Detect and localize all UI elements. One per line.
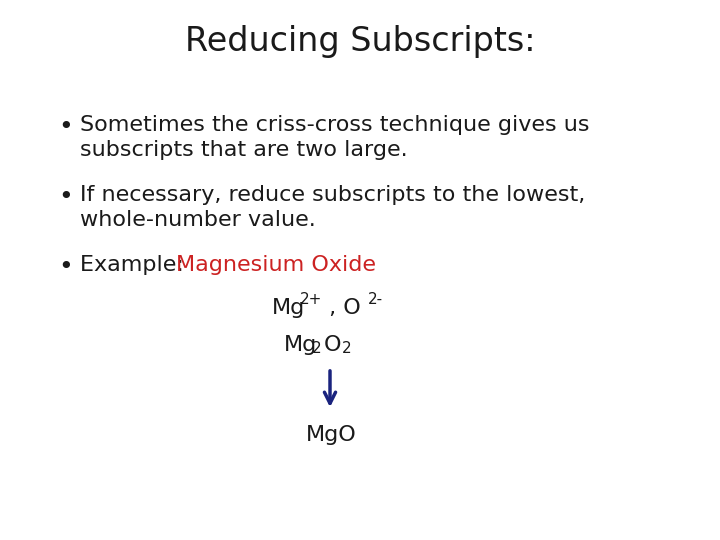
Text: whole-number value.: whole-number value. [80, 210, 316, 230]
Text: subscripts that are two large.: subscripts that are two large. [80, 140, 408, 160]
Text: Reducing Subscripts:: Reducing Subscripts: [185, 25, 535, 58]
Text: •: • [58, 185, 73, 209]
Text: , O: , O [322, 298, 361, 318]
Text: If necessary, reduce subscripts to the lowest,: If necessary, reduce subscripts to the l… [80, 185, 585, 205]
Text: 2-: 2- [368, 292, 383, 307]
Text: 2: 2 [312, 341, 322, 356]
Text: 2: 2 [342, 341, 351, 356]
Text: O: O [324, 335, 341, 355]
Text: •: • [58, 115, 73, 139]
Text: 2+: 2+ [300, 292, 323, 307]
Text: Sometimes the criss-cross technique gives us: Sometimes the criss-cross technique give… [80, 115, 590, 135]
Text: MgO: MgO [306, 425, 356, 445]
Text: •: • [58, 255, 73, 279]
Text: Mg: Mg [272, 298, 305, 318]
Text: Magnesium Oxide: Magnesium Oxide [176, 255, 376, 275]
Text: Example:: Example: [80, 255, 198, 275]
Text: Mg: Mg [284, 335, 318, 355]
